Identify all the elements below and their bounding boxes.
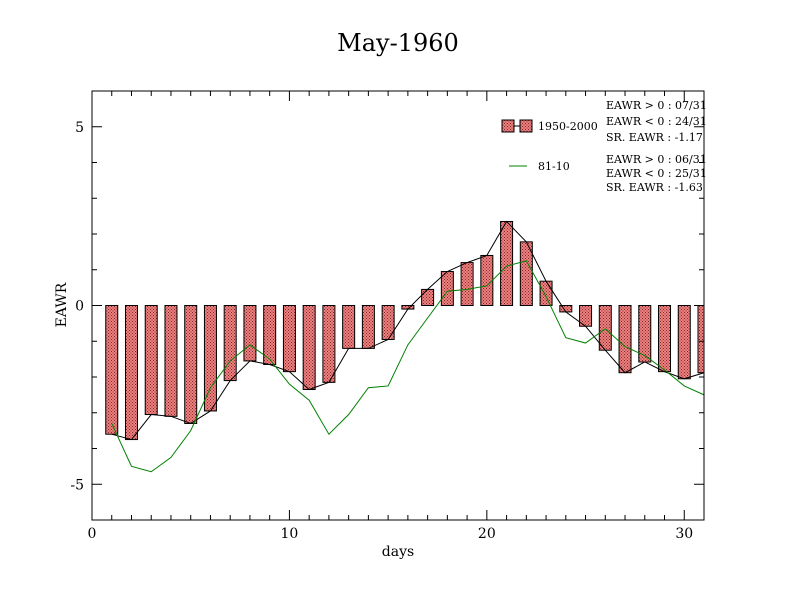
bar-1950-2000 — [302, 305, 316, 391]
chart-title: May-1960 — [337, 29, 459, 57]
legend-swatch-1950-2000-left — [501, 119, 515, 133]
y-tick-label: 5 — [75, 120, 84, 136]
bar-1950-2000 — [500, 220, 514, 306]
bar-1950-2000 — [539, 280, 553, 307]
bar-1950-2000 — [124, 305, 138, 441]
bar-1950-2000 — [243, 305, 257, 362]
stat-line: SR. EAWR : -1.17 — [606, 131, 703, 144]
y-tick-label: 0 — [75, 299, 84, 315]
x-tick-label: 10 — [281, 526, 299, 542]
bar-1950-2000 — [618, 305, 632, 374]
stat-line: SR. EAWR : -1.63 — [606, 181, 703, 194]
line-layer — [111, 220, 705, 473]
stats-81-10: EAWR > 0 : 06/31 EAWR < 0 : 25/31 SR. EA… — [606, 153, 707, 194]
bar-1950-2000 — [598, 305, 612, 351]
bar-1950-2000 — [519, 241, 533, 307]
bar-1950-2000 — [342, 305, 356, 349]
legend-label-81-10: 81-10 — [538, 160, 570, 173]
y-tick-label: -5 — [70, 477, 84, 493]
x-tick-label: 0 — [88, 526, 97, 542]
stat-line: EAWR > 0 : 06/31 — [606, 153, 707, 166]
stat-line: EAWR < 0 : 25/31 — [606, 167, 707, 180]
bar-1950-2000 — [144, 305, 158, 416]
y-axis-label: EAWR — [54, 282, 70, 327]
bar-series-1950-2000 — [105, 220, 705, 441]
stat-line: EAWR > 0 : 07/31 — [606, 99, 707, 112]
bar-1950-2000 — [480, 254, 494, 306]
bar-1950-2000 — [677, 305, 691, 380]
bar-1950-2000 — [203, 305, 217, 412]
line-1950-2000 — [111, 220, 705, 441]
bar-1950-2000 — [361, 305, 375, 349]
bar-1950-2000 — [223, 305, 237, 382]
line-81-10 — [111, 260, 705, 473]
stats-1950-2000: EAWR > 0 : 07/31 EAWR < 0 : 24/31 SR. EA… — [606, 99, 707, 144]
bar-1950-2000 — [322, 305, 336, 383]
bar-1950-2000 — [697, 305, 705, 374]
bar-1950-2000 — [164, 305, 178, 417]
x-axis-label: days — [382, 544, 414, 560]
legend: 1950-2000 81-10 — [501, 119, 598, 173]
bar-1950-2000 — [658, 305, 672, 373]
bar-1950-2000 — [440, 271, 454, 307]
bar-1950-2000 — [105, 305, 119, 435]
bar-1950-2000 — [421, 288, 435, 307]
bar-1950-2000 — [381, 305, 395, 340]
bar-1950-2000 — [184, 305, 198, 424]
x-tick-label: 20 — [478, 526, 496, 542]
legend-swatch-1950-2000-right — [519, 119, 533, 133]
x-tick-label: 30 — [675, 526, 693, 542]
legend-label-1950-2000: 1950-2000 — [538, 120, 598, 133]
stat-line: EAWR < 0 : 24/31 — [606, 115, 707, 128]
bar-1950-2000 — [460, 262, 474, 307]
bar-1950-2000 — [559, 305, 573, 313]
bar-1950-2000 — [282, 305, 296, 373]
axis-ticks: 0 10 20 30 -5 0 5 — [70, 90, 705, 542]
